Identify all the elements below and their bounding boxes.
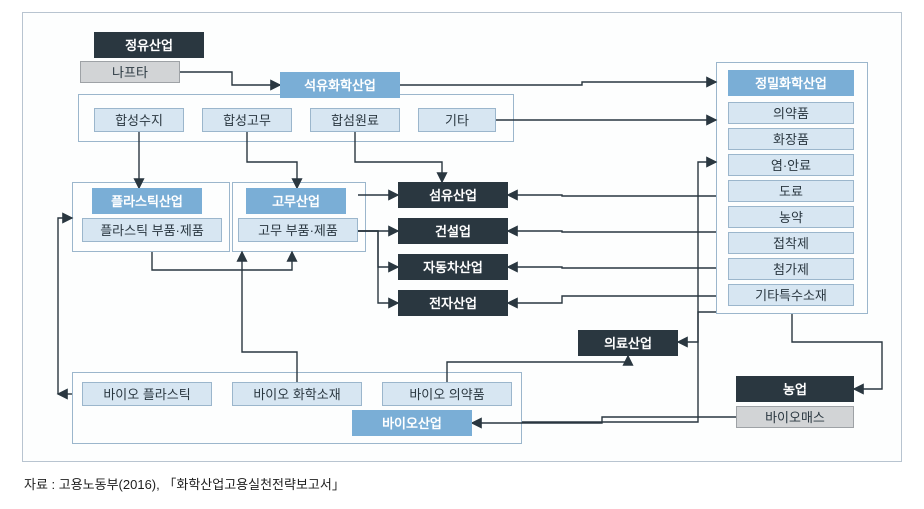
node-paint: 도료 — [728, 180, 854, 202]
node-syn_rubber: 합성고무 — [202, 108, 292, 132]
node-cosmetics: 화장품 — [728, 128, 854, 150]
node-construction: 건설업 — [398, 218, 508, 244]
node-pharma: 의약품 — [728, 102, 854, 124]
canvas: 정유산업나프타석유화학산업합성수지 합성고무 합섬원료 기타플라스틱산업플라스틱 부품… — [0, 0, 924, 509]
node-bio_pharma: 바이오 의약품 — [382, 382, 512, 406]
node-automotive: 자동차산업 — [398, 254, 508, 280]
node-medical: 의료산업 — [578, 330, 678, 356]
node-rubber_ind: 고무산업 — [246, 188, 346, 214]
node-finechem: 정밀화학산업 — [728, 70, 854, 96]
node-bio_material: 바이오 화학소재 — [232, 382, 362, 406]
node-electronics: 전자산업 — [398, 290, 508, 316]
node-plastic_ind: 플라스틱산업 — [92, 188, 202, 214]
node-petrochem: 석유화학산업 — [280, 72, 400, 98]
node-rubber_parts: 고무 부품·제품 — [238, 218, 358, 242]
node-biomass: 바이오매스 — [736, 406, 854, 428]
node-naphtha: 나프타 — [80, 61, 180, 83]
node-adhesive: 접착제 — [728, 232, 854, 254]
node-pesticide: 농약 — [728, 206, 854, 228]
node-dye: 염·안료 — [728, 154, 854, 176]
node-plastic_parts: 플라스틱 부품·제품 — [82, 218, 222, 242]
source-caption: 자료 : 고용노동부(2016), 「화학산업고용실천전략보고서」 — [24, 474, 345, 493]
node-syn_resin: 합성수지 — [94, 108, 184, 132]
node-special: 기타특수소재 — [728, 284, 854, 306]
node-additive: 첨가제 — [728, 258, 854, 280]
node-syn_fiber: 합섬원료 — [310, 108, 400, 132]
node-bio_ind: 바이오산업 — [352, 410, 472, 436]
node-etc: 기타 — [418, 108, 496, 132]
node-textile: 섬유산업 — [398, 182, 508, 208]
node-agriculture: 농업 — [736, 376, 854, 402]
node-bio_plastic: 바이오 플라스틱 — [82, 382, 212, 406]
node-refining: 정유산업 — [94, 32, 204, 58]
